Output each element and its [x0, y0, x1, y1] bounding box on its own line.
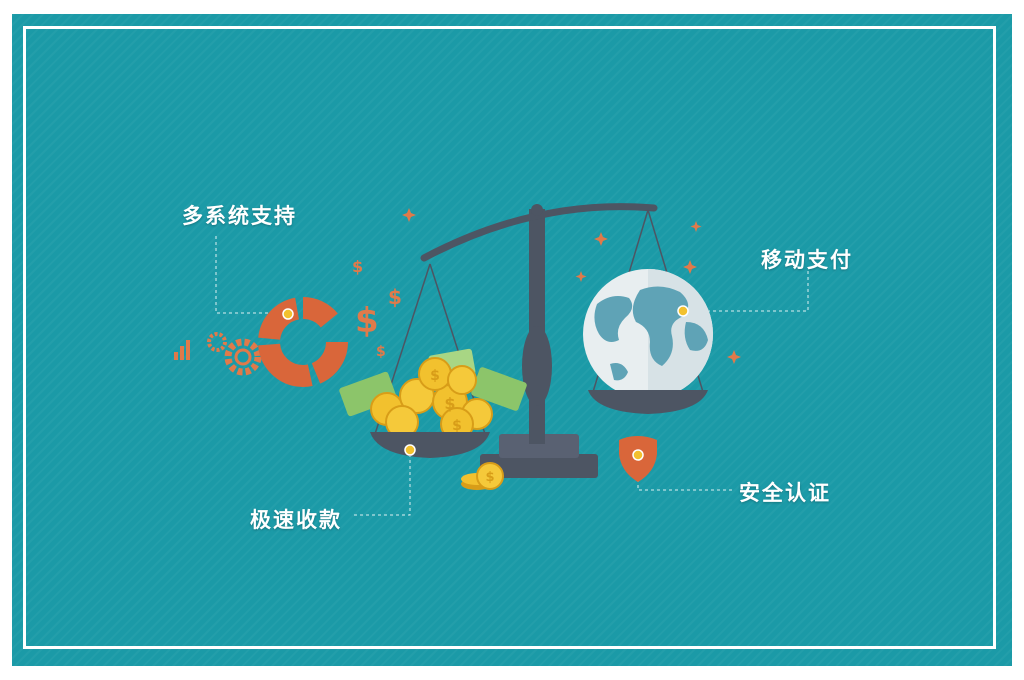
connector-multi-system: [215, 236, 288, 314]
coin-stack-icon: $: [461, 462, 504, 490]
right-pan: [588, 390, 708, 414]
bar-chart-icon: [174, 340, 190, 360]
sparkle-icon: [402, 208, 741, 364]
gear-icon: [207, 332, 262, 376]
left-pan: [370, 432, 490, 458]
svg-text:$: $: [388, 285, 402, 309]
svg-text:$: $: [444, 394, 455, 413]
label-mobile-pay: 移动支付: [761, 248, 853, 272]
svg-text:$: $: [352, 257, 363, 276]
shield-icon: [619, 436, 657, 482]
banner-canvas: $ $ $ $: [12, 14, 1012, 666]
illustration: $ $ $ $: [174, 203, 809, 516]
label-fast-collect: 极速收款: [250, 508, 342, 532]
svg-text:$: $: [452, 418, 462, 434]
connector-fast-collect: [352, 454, 411, 516]
dollar-sign-icon: $ $ $ $: [352, 257, 402, 360]
label-security: 安全认证: [739, 481, 831, 505]
svg-text:$: $: [355, 301, 379, 341]
svg-text:$: $: [376, 344, 386, 360]
donut-chart-icon: [258, 297, 348, 387]
connector-mobile-pay: [695, 270, 809, 312]
svg-text:$: $: [430, 368, 440, 384]
label-multi-system: 多系统支持: [182, 204, 297, 228]
connector-lines: [215, 236, 809, 516]
svg-text:$: $: [485, 470, 494, 485]
globe-icon: [583, 269, 713, 399]
white-frame: [23, 26, 996, 649]
